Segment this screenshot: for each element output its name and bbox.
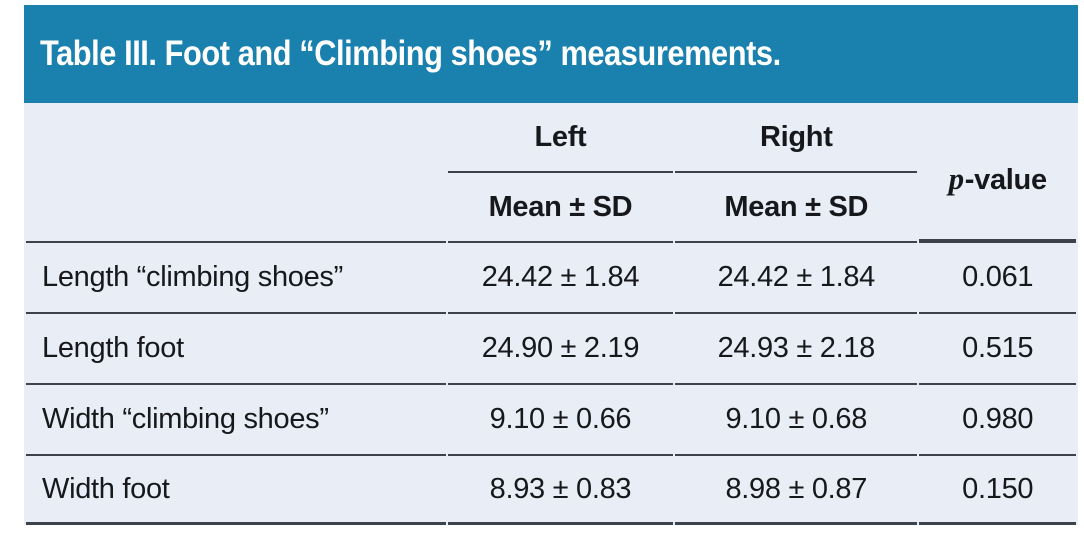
column-header-pvalue: p-value [919,103,1076,241]
subheader-left-mean-sd: Mean ± SD [488,190,633,223]
cell-left-mean-sd: 9.10 ± 0.66 [447,383,674,454]
cell-right-mean-sd: 24.93 ± 2.18 [675,312,918,383]
row-label: Width “climbing shoes” [26,383,446,454]
header-corner-cell [26,103,446,173]
cell-right-mean-sd: 9.10 ± 0.68 [675,383,918,454]
pvalue-italic-p: p [948,161,965,196]
table-title: Table III. Foot and “Climbing shoes” mea… [40,34,781,73]
header-corner-cell [26,173,446,241]
table-body: Length “climbing shoes” 24.42 ± 1.84 24.… [26,241,1076,525]
column-header-left: Left [447,103,674,173]
cell-left-mean-sd: 24.90 ± 2.19 [447,312,674,383]
table-header: Left Right p-value Mean ± SD Mean ± SD [26,103,1076,241]
cell-pvalue: 0.980 [919,383,1076,454]
row-label: Length “climbing shoes” [26,241,446,312]
cell-pvalue: 0.515 [919,312,1076,383]
table-iii-card: Table III. Foot and “Climbing shoes” mea… [24,5,1078,525]
cell-left-mean-sd: 8.93 ± 0.83 [447,454,674,525]
table-title-bar: Table III. Foot and “Climbing shoes” mea… [24,5,1078,103]
cell-left-mean-sd: 24.42 ± 1.84 [447,241,674,312]
table-row: Width “climbing shoes” 9.10 ± 0.66 9.10 … [26,383,1076,454]
table-row: Width foot 8.93 ± 0.83 8.98 ± 0.87 0.150 [26,454,1076,525]
cell-pvalue: 0.150 [919,454,1076,525]
column-header-right: Right [675,103,918,173]
cell-pvalue: 0.061 [919,241,1076,312]
table-row: Length “climbing shoes” 24.42 ± 1.84 24.… [26,241,1076,312]
table-row: Length foot 24.90 ± 2.19 24.93 ± 2.18 0.… [26,312,1076,383]
row-label: Length foot [26,312,446,383]
measurements-table: Left Right p-value Mean ± SD Mean ± SD L… [24,103,1078,525]
subheader-right-mean-sd: Mean ± SD [724,190,869,223]
pvalue-rest: -value [964,164,1047,196]
row-label: Width foot [26,454,446,525]
cell-right-mean-sd: 24.42 ± 1.84 [675,241,918,312]
cell-right-mean-sd: 8.98 ± 0.87 [675,454,918,525]
